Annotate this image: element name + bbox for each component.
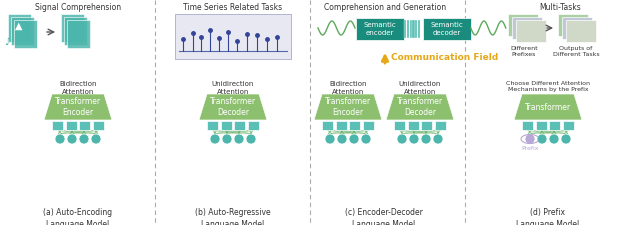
Text: Transformer
Decoder: Transformer Decoder xyxy=(210,97,256,117)
Circle shape xyxy=(55,134,65,144)
Circle shape xyxy=(421,134,431,144)
FancyBboxPatch shape xyxy=(207,121,218,130)
FancyBboxPatch shape xyxy=(421,121,432,130)
FancyBboxPatch shape xyxy=(415,20,417,38)
Circle shape xyxy=(67,134,77,144)
FancyBboxPatch shape xyxy=(336,121,347,130)
Text: Transformer
Decoder: Transformer Decoder xyxy=(397,97,443,117)
Circle shape xyxy=(409,134,419,144)
Text: Outputs of
Different Tasks: Outputs of Different Tasks xyxy=(553,46,599,57)
FancyBboxPatch shape xyxy=(516,20,546,42)
Text: Prefix: Prefix xyxy=(521,146,539,151)
FancyBboxPatch shape xyxy=(404,20,406,38)
Circle shape xyxy=(537,134,547,144)
FancyBboxPatch shape xyxy=(61,14,84,42)
Circle shape xyxy=(325,134,335,144)
Text: ▲: ▲ xyxy=(15,21,23,31)
FancyBboxPatch shape xyxy=(221,121,232,130)
FancyBboxPatch shape xyxy=(408,121,419,130)
FancyBboxPatch shape xyxy=(562,17,592,39)
Circle shape xyxy=(549,134,559,144)
FancyBboxPatch shape xyxy=(234,121,245,130)
Text: Different
Prefixes: Different Prefixes xyxy=(510,46,538,57)
FancyBboxPatch shape xyxy=(323,121,333,130)
FancyBboxPatch shape xyxy=(66,121,77,130)
FancyBboxPatch shape xyxy=(435,121,445,130)
FancyBboxPatch shape xyxy=(64,17,87,45)
FancyBboxPatch shape xyxy=(412,20,415,38)
FancyBboxPatch shape xyxy=(508,14,538,36)
Circle shape xyxy=(91,134,101,144)
Text: Bidirection
Attention: Bidirection Attention xyxy=(329,81,367,94)
Text: Multi-Tasks: Multi-Tasks xyxy=(539,3,581,12)
Text: Semantic
decoder: Semantic decoder xyxy=(431,22,463,36)
FancyBboxPatch shape xyxy=(52,121,63,130)
Text: Bidirection
Attention: Bidirection Attention xyxy=(60,81,97,94)
Text: Unidirection
Attention: Unidirection Attention xyxy=(399,81,441,94)
Text: (b) Auto-Regressive
Language Model: (b) Auto-Regressive Language Model xyxy=(195,208,271,225)
Polygon shape xyxy=(314,94,382,120)
Circle shape xyxy=(525,134,535,144)
Text: (d) Prefix
Language Model: (d) Prefix Language Model xyxy=(516,208,580,225)
Circle shape xyxy=(433,134,443,144)
FancyBboxPatch shape xyxy=(394,121,405,130)
FancyBboxPatch shape xyxy=(175,14,291,59)
FancyBboxPatch shape xyxy=(563,121,573,130)
Polygon shape xyxy=(514,94,582,120)
Text: Transformer: Transformer xyxy=(525,103,571,112)
Circle shape xyxy=(79,134,89,144)
Text: Semantic
encoder: Semantic encoder xyxy=(364,22,396,36)
FancyBboxPatch shape xyxy=(410,20,412,38)
Circle shape xyxy=(210,134,220,144)
FancyBboxPatch shape xyxy=(67,20,90,48)
FancyBboxPatch shape xyxy=(418,20,420,38)
Text: Unidirection
Attention: Unidirection Attention xyxy=(212,81,254,94)
FancyBboxPatch shape xyxy=(566,20,596,42)
Circle shape xyxy=(397,134,407,144)
Circle shape xyxy=(349,134,359,144)
Circle shape xyxy=(246,134,256,144)
FancyBboxPatch shape xyxy=(248,121,259,130)
Circle shape xyxy=(361,134,371,144)
Circle shape xyxy=(222,134,232,144)
Text: Communication Field: Communication Field xyxy=(391,54,499,63)
Text: (c) Encoder-Decoder
Language Model: (c) Encoder-Decoder Language Model xyxy=(345,208,423,225)
FancyBboxPatch shape xyxy=(558,14,588,36)
Text: Transformer
Encoder: Transformer Encoder xyxy=(325,97,371,117)
Text: Signal Comprehension: Signal Comprehension xyxy=(35,3,121,12)
Text: Time Series Related Tasks: Time Series Related Tasks xyxy=(184,3,283,12)
FancyBboxPatch shape xyxy=(522,121,533,130)
FancyBboxPatch shape xyxy=(79,121,90,130)
FancyBboxPatch shape xyxy=(407,20,409,38)
FancyBboxPatch shape xyxy=(8,14,31,42)
Polygon shape xyxy=(386,94,454,120)
Polygon shape xyxy=(44,94,112,120)
FancyBboxPatch shape xyxy=(536,121,547,130)
Text: Transformer
Encoder: Transformer Encoder xyxy=(55,97,101,117)
FancyBboxPatch shape xyxy=(363,121,374,130)
FancyBboxPatch shape xyxy=(423,18,471,40)
Circle shape xyxy=(561,134,571,144)
FancyBboxPatch shape xyxy=(93,121,104,130)
FancyBboxPatch shape xyxy=(14,20,37,48)
Text: (a) Auto-Encoding
Language Model: (a) Auto-Encoding Language Model xyxy=(44,208,113,225)
Text: Comprehension and Generation: Comprehension and Generation xyxy=(324,3,446,12)
FancyBboxPatch shape xyxy=(549,121,560,130)
FancyBboxPatch shape xyxy=(356,18,404,40)
Text: ♪: ♪ xyxy=(4,37,10,47)
FancyBboxPatch shape xyxy=(349,121,360,130)
Circle shape xyxy=(234,134,244,144)
Text: Choose Different Attention
Mechanisms by the Prefix: Choose Different Attention Mechanisms by… xyxy=(506,81,590,92)
FancyBboxPatch shape xyxy=(512,17,542,39)
Polygon shape xyxy=(199,94,267,120)
Circle shape xyxy=(337,134,347,144)
FancyBboxPatch shape xyxy=(11,17,34,45)
